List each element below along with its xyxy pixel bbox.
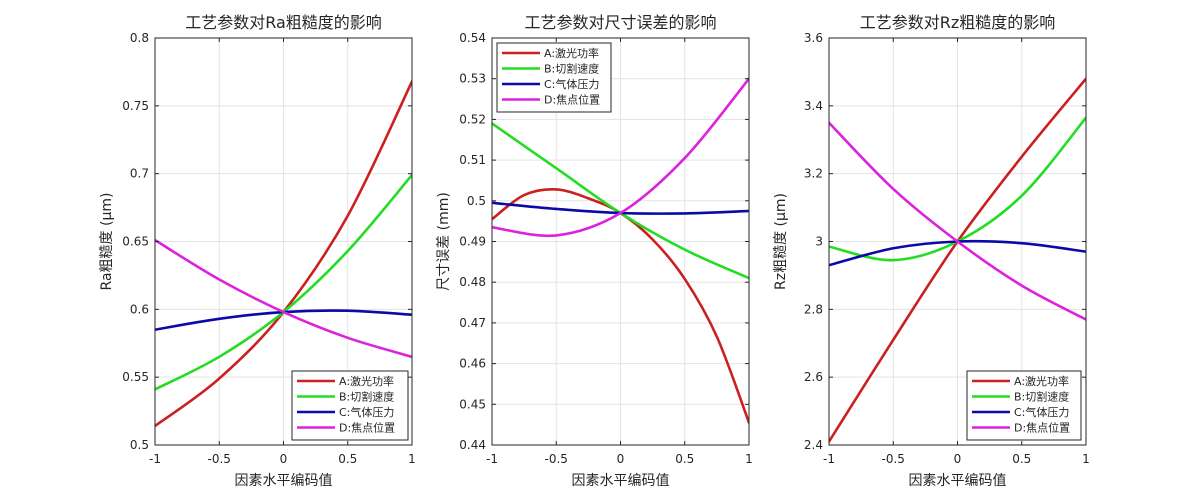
x-tick-label: 0.5 — [1012, 452, 1031, 466]
y-tick-label: 0.55 — [122, 370, 149, 384]
chart-panel-2: -1 -0.5 0 0.5 10.440.450.460.470.480.490.50.… — [436, 13, 753, 489]
x-tick-label: 0 — [617, 452, 625, 466]
chart-title: 工艺参数对Ra粗糙度的影响 — [185, 13, 382, 32]
x-tick-label: 0.5 — [675, 452, 694, 466]
chart-panel-3: -1 -0.5 0 0.5 1 2.4 2.6 2.8 3 3.2 3.4 3.6 工艺参数对Rz粗糙度… — [773, 13, 1090, 489]
y-tick-label: 0.44 — [459, 438, 486, 452]
chart-panel-1: -1 -0.5 0 0.5 1 0.5 0.55 0.6 0.65 0.7 0.75 0.8 工艺参数对… — [99, 13, 416, 489]
x-tick-label: -1 — [149, 452, 161, 466]
series-line-1 — [155, 80, 412, 428]
legend-label-3: C:气体压力 — [544, 77, 599, 91]
y-tick-label: 0.48 — [459, 275, 486, 289]
y-tick-label: 0.52 — [459, 112, 486, 126]
x-tick-label: -0.5 — [545, 452, 568, 466]
x-tick-label: 1 — [1082, 452, 1090, 466]
y-tick-label: 3 — [815, 235, 823, 249]
series-group — [155, 80, 412, 428]
x-tick-label: 0 — [954, 452, 962, 466]
x-tick-label: 1 — [408, 452, 416, 466]
y-tick-label: 0.6 — [130, 302, 149, 316]
y-tick-label: 2.4 — [804, 438, 823, 452]
chart-title: 工艺参数对尺寸误差的影响 — [524, 13, 716, 32]
y-axis-label: 尺寸误差 (mm) — [436, 192, 452, 291]
y-tick-label: 0.75 — [122, 99, 149, 113]
legend-label-2: B:切割速度 — [1014, 390, 1069, 404]
series-line-4 — [829, 121, 1086, 321]
legend-label-2: B:切割速度 — [544, 62, 599, 76]
y-tick-label: 3.4 — [804, 99, 823, 113]
legend-label-4: D:焦点位置 — [339, 421, 395, 435]
y-axis-label: Ra粗糙度 (μm) — [99, 193, 115, 291]
legend-label-3: C:气体压力 — [339, 405, 394, 419]
y-tick-label: 3.2 — [804, 167, 823, 181]
series-line-4 — [492, 77, 749, 238]
x-axis-label: 因素水平编码值 — [909, 473, 1007, 489]
x-tick-label: -1 — [486, 452, 498, 466]
y-tick-label: 2.8 — [804, 302, 823, 316]
y-tick-label: 0.5 — [130, 438, 149, 452]
x-tick-label: -1 — [823, 452, 835, 466]
x-tick-label: -0.5 — [208, 452, 231, 466]
y-tick-label: 2.6 — [804, 370, 823, 384]
legend-label-2: B:切割速度 — [339, 390, 394, 404]
y-tick-label: 0.45 — [459, 397, 486, 411]
x-axis-label: 因素水平编码值 — [235, 473, 333, 489]
legend-label-4: D:焦点位置 — [1014, 421, 1070, 435]
y-tick-label: 0.47 — [459, 316, 486, 330]
x-tick-label: -0.5 — [882, 452, 905, 466]
legend-label-3: C:气体压力 — [1014, 405, 1069, 419]
y-tick-label: 0.7 — [130, 167, 149, 181]
series-group — [829, 77, 1086, 443]
x-tick-label: 0.5 — [338, 452, 357, 466]
legend-label-1: A:激光功率 — [1014, 374, 1069, 388]
y-tick-label: 0.46 — [459, 357, 486, 371]
x-tick-label: 1 — [745, 452, 753, 466]
y-tick-label: 0.8 — [130, 31, 149, 45]
y-tick-label: 0.5 — [467, 194, 486, 208]
y-axis-label: Rz粗糙度 (μm) — [773, 193, 789, 290]
series-line-4 — [155, 238, 412, 359]
x-tick-label: 0 — [280, 452, 288, 466]
y-tick-label: 0.51 — [459, 153, 486, 167]
legend-label-1: A:激光功率 — [339, 374, 394, 388]
y-tick-label: 0.53 — [459, 72, 486, 86]
y-tick-label: 0.65 — [122, 235, 149, 249]
y-tick-label: 0.49 — [459, 235, 486, 249]
chart-title: 工艺参数对Rz粗糙度的影响 — [860, 13, 1056, 32]
x-axis-label: 因素水平编码值 — [572, 473, 670, 489]
y-tick-label: 0.54 — [459, 31, 486, 45]
series-group — [492, 77, 749, 424]
y-tick-label: 3.6 — [804, 31, 823, 45]
legend-label-4: D:焦点位置 — [544, 93, 600, 107]
legend-label-1: A:激光功率 — [544, 46, 599, 60]
